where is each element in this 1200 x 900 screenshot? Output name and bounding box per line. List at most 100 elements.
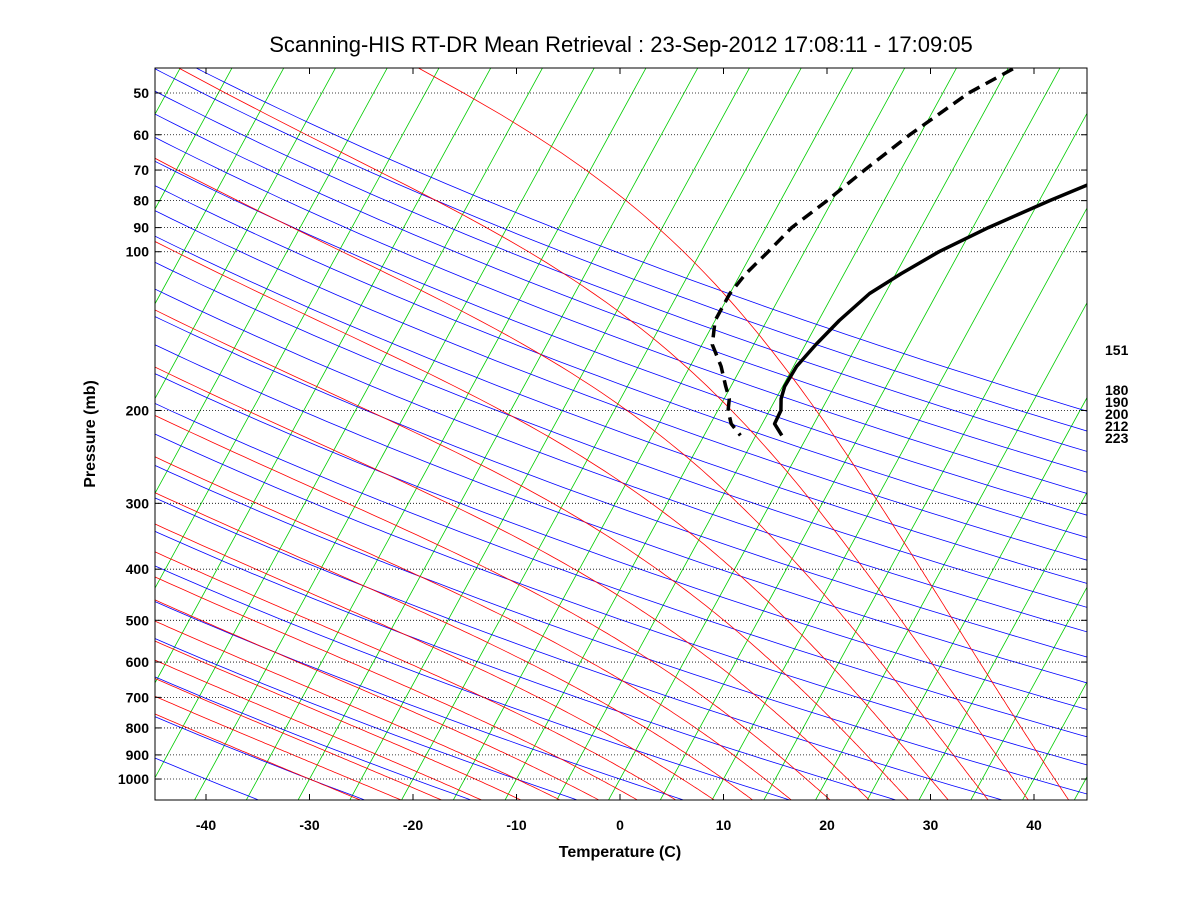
- moist-adiabat-line: [155, 523, 715, 800]
- dry-adiabat-line: [155, 185, 1087, 538]
- x-axis-label: Temperature (C): [559, 844, 681, 861]
- moist-adiabat-line: [155, 551, 677, 800]
- moist-adiabat-line: [155, 366, 870, 800]
- dry-adiabat-line: [155, 210, 1087, 561]
- y-tick-label: 1000: [118, 771, 149, 787]
- moist-adiabat-line: [155, 599, 600, 800]
- dry-adiabat-line: [155, 757, 260, 800]
- x-tick-label: -30: [299, 817, 319, 833]
- isotherm-line: [452, 68, 854, 800]
- side-label: 223: [1105, 430, 1129, 446]
- isotherm-line: [155, 68, 440, 589]
- y-tick-label: 50: [133, 85, 149, 101]
- dry-adiabat-line: [155, 90, 1087, 452]
- dry-adiabat-line: [155, 344, 1087, 684]
- y-tick-label: 60: [133, 127, 149, 143]
- y-tick-label: 90: [133, 220, 149, 236]
- y-tick-label: 100: [126, 244, 150, 260]
- isotherm-line: [0, 42, 39, 801]
- isotherm-line: [194, 68, 595, 800]
- isotherm-line: [608, 68, 1009, 800]
- y-tick-label: 80: [133, 193, 149, 209]
- isotherm-line: [155, 68, 336, 400]
- dry-adiabat-line: [155, 716, 366, 800]
- pressure-gridlines: [155, 92, 1087, 780]
- dry-adiabat-line: [155, 530, 898, 800]
- moist-adiabat-line: [155, 659, 483, 800]
- plot-frame: [154, 67, 1088, 801]
- dry-adiabat-line: [155, 113, 1087, 473]
- dry-adiabat-line: [155, 565, 792, 800]
- dry-adiabat-line: [155, 497, 1004, 800]
- moist-adiabat-line: [155, 157, 989, 800]
- isotherm-line: [1073, 775, 1087, 800]
- x-tick-label: 0: [616, 817, 624, 833]
- dry-adiabat-line: [155, 402, 1087, 738]
- y-tick-label: 600: [126, 654, 150, 670]
- dry-adiabat-line: [155, 288, 1087, 633]
- dry-adiabat-line: [155, 373, 1087, 710]
- dry-adiabat-line: [195, 68, 1087, 412]
- y-tick-label: 900: [126, 747, 150, 763]
- moist-adiabat-line: [155, 713, 362, 800]
- moist-adiabat-line: [155, 456, 792, 800]
- isotherm-line: [556, 68, 957, 800]
- isotherm-line: [918, 491, 1087, 800]
- x-tick-label: 20: [819, 817, 835, 833]
- dry-adiabat-line: [155, 136, 1087, 494]
- dry-adiabat-line: [155, 261, 1087, 608]
- isotherm-line: [659, 68, 1061, 800]
- dry-adiabat-line: [155, 316, 1087, 658]
- x-tick-label: 40: [1026, 817, 1042, 833]
- isotherm-line: [297, 68, 699, 800]
- dry-adiabat-line: [155, 465, 1087, 795]
- moist-adiabat-line: [155, 241, 949, 800]
- dry-adiabat-line: [155, 235, 1087, 584]
- x-tick-label: 30: [923, 817, 939, 833]
- y-tick-label: 200: [126, 402, 150, 418]
- y-tick-label: 500: [126, 612, 150, 628]
- isotherm-line: [401, 68, 802, 800]
- isotherm-line: [970, 586, 1087, 800]
- isotherm-line: [815, 302, 1087, 800]
- isotherm-line: [0, 42, 91, 801]
- isotherm-line: [504, 68, 906, 800]
- dry-adiabat-line: [155, 68, 1087, 432]
- y-tick-label: 800: [126, 720, 150, 736]
- side-label: 212: [1105, 418, 1129, 434]
- dry-adiabat-line: [155, 433, 1087, 766]
- moist-adiabat-line: [417, 68, 1070, 800]
- isotherm-line: [155, 68, 285, 305]
- moist-adiabat-line: [155, 640, 522, 800]
- isotherm-line: [155, 68, 233, 210]
- moist-adiabat-line: [155, 576, 639, 800]
- dry-adiabat-line: [155, 638, 579, 800]
- isotherm-line: [1126, 42, 1200, 801]
- dry-adiabat-line: [155, 160, 1087, 516]
- y-tick-label: 400: [126, 561, 150, 577]
- side-label: 190: [1105, 394, 1129, 410]
- side-label: 180: [1105, 382, 1129, 398]
- dry-adiabat-line: [155, 601, 685, 800]
- isotherm-line: [866, 396, 1087, 800]
- moist-adiabat-line: [155, 414, 831, 800]
- moist-adiabat-line: [177, 68, 1029, 800]
- solid-profile-line: [772, 183, 1087, 437]
- isotherm-line: [763, 207, 1087, 800]
- y-tick-label: 70: [133, 162, 149, 178]
- isotherm-line: [711, 112, 1087, 800]
- isotherm-line: [0, 42, 143, 801]
- y-tick-label: 700: [126, 689, 150, 705]
- moist-adiabat-line: [155, 677, 443, 800]
- isotherm-line: [155, 68, 388, 495]
- side-label: 200: [1105, 406, 1129, 422]
- x-tick-label: 10: [716, 817, 732, 833]
- isotherm-line: [155, 68, 492, 684]
- side-label: 151: [1105, 342, 1129, 358]
- x-tick-label: -20: [403, 817, 423, 833]
- background-lines: [0, 42, 1200, 801]
- x-tick-label: -10: [506, 817, 526, 833]
- x-tick-label: -40: [196, 817, 216, 833]
